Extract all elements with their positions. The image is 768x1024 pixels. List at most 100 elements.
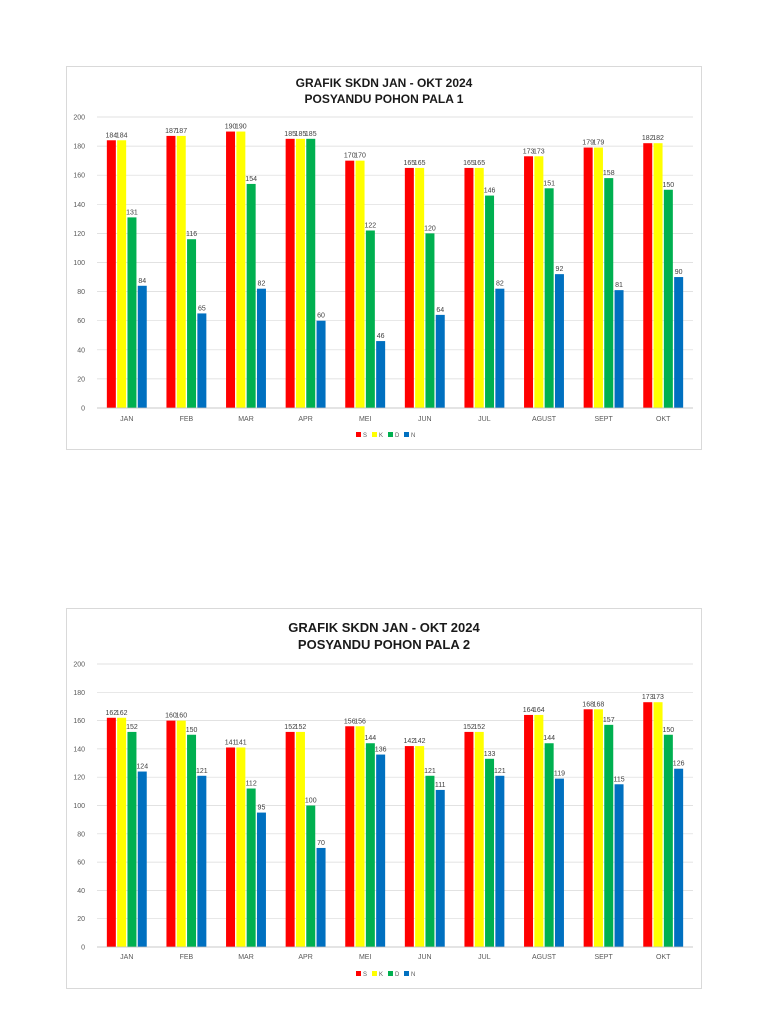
bar-N-feb (197, 313, 207, 408)
bar-S-jul (464, 731, 474, 947)
y-tick-label: 40 (77, 347, 85, 354)
bar-S-mar (226, 747, 236, 947)
y-tick-label: 40 (77, 888, 85, 895)
data-label: 152 (295, 724, 307, 731)
data-label: 82 (496, 281, 504, 288)
x-category-label: APR (298, 416, 312, 423)
data-label: 165 (404, 160, 416, 167)
chart-1-title: GRAFIK SKDN JAN - OKT 2024 POSYANDU POHO… (67, 75, 701, 107)
chart-1-title-line1: GRAFIK SKDN JAN - OKT 2024 (295, 76, 473, 90)
data-label: 46 (377, 333, 385, 340)
data-label: 124 (136, 764, 148, 771)
data-label: 141 (225, 739, 237, 746)
x-category-label: APR (298, 954, 312, 961)
data-label: 152 (284, 724, 296, 731)
bar-N-okt (674, 768, 684, 947)
bar-D-okt (663, 189, 673, 408)
data-label: 133 (484, 751, 496, 758)
legend-swatch-K (372, 971, 377, 976)
bar-N-mar (256, 812, 266, 947)
bar-N-jun (435, 314, 445, 408)
legend-label-D: D (395, 433, 400, 439)
data-label: 160 (175, 713, 187, 720)
data-label: 185 (305, 131, 317, 138)
bar-K-mar (236, 747, 246, 947)
x-category-label: SEPT (594, 954, 613, 961)
bar-D-jan (127, 731, 137, 947)
y-tick-label: 200 (73, 115, 85, 122)
bar-D-sept (604, 178, 614, 408)
y-tick-label: 140 (73, 746, 85, 753)
bar-N-mei (376, 341, 386, 408)
y-tick-label: 100 (73, 803, 85, 810)
data-label: 121 (494, 768, 506, 775)
y-tick-label: 20 (77, 916, 85, 923)
data-label: 160 (165, 713, 177, 720)
data-label: 60 (317, 313, 325, 320)
bar-S-apr (285, 138, 295, 408)
bar-K-apr (295, 731, 305, 947)
data-label: 165 (414, 160, 426, 167)
bar-S-feb (166, 720, 176, 947)
bar-N-jan (137, 771, 147, 947)
y-tick-label: 20 (77, 376, 85, 383)
data-label: 164 (533, 707, 545, 714)
y-tick-label: 100 (73, 260, 85, 267)
bar-K-okt (653, 143, 663, 408)
legend-label-S: S (363, 433, 367, 439)
bar-K-mar (236, 131, 246, 409)
data-label: 162 (116, 710, 128, 717)
legend-swatch-S (356, 432, 361, 437)
chart-1: GRAFIK SKDN JAN - OKT 2024 POSYANDU POHO… (66, 66, 702, 450)
data-label: 146 (484, 188, 496, 195)
bar-S-agust (524, 714, 534, 947)
data-label: 173 (523, 148, 535, 155)
y-tick-label: 80 (77, 831, 85, 838)
bar-K-mei (355, 160, 365, 408)
x-category-label: MAR (238, 954, 254, 961)
bar-D-apr (306, 138, 316, 408)
x-category-label: JAN (120, 954, 133, 961)
bar-K-jun (415, 167, 425, 408)
legend-label-S: S (363, 972, 367, 978)
data-label: 100 (305, 798, 317, 805)
y-tick-label: 160 (73, 173, 85, 180)
y-tick-label: 180 (73, 690, 85, 697)
legend-swatch-D (388, 432, 393, 437)
y-tick-label: 60 (77, 318, 85, 325)
data-label: 165 (463, 160, 475, 167)
bar-D-feb (187, 734, 197, 947)
x-category-label: JUL (478, 954, 491, 961)
x-category-label: AGUST (532, 954, 557, 961)
data-label: 185 (295, 131, 307, 138)
bar-S-sept (583, 147, 593, 408)
data-label: 70 (317, 840, 325, 847)
data-label: 173 (533, 148, 545, 155)
bar-K-sept (593, 709, 603, 947)
legend-label-N: N (411, 972, 415, 978)
data-label: 184 (106, 132, 118, 139)
bar-N-sept (614, 784, 624, 947)
data-label: 165 (473, 160, 485, 167)
data-label: 112 (246, 781, 257, 788)
bar-K-sept (593, 147, 603, 408)
bar-D-jul (485, 195, 495, 408)
data-label: 184 (116, 132, 128, 139)
x-category-label: JUN (418, 416, 432, 423)
bar-S-jan (106, 140, 116, 408)
data-label: 151 (543, 180, 555, 187)
data-label: 82 (258, 281, 266, 288)
data-label: 115 (613, 776, 624, 783)
data-label: 182 (652, 135, 664, 142)
legend-swatch-N (404, 971, 409, 976)
y-tick-label: 60 (77, 860, 85, 867)
x-category-label: JUL (478, 416, 491, 423)
data-label: 144 (365, 735, 377, 742)
data-label: 111 (435, 782, 446, 789)
bar-K-feb (176, 720, 186, 947)
data-label: 150 (663, 182, 675, 189)
x-category-label: MEI (359, 954, 372, 961)
bar-D-mei (365, 230, 375, 408)
